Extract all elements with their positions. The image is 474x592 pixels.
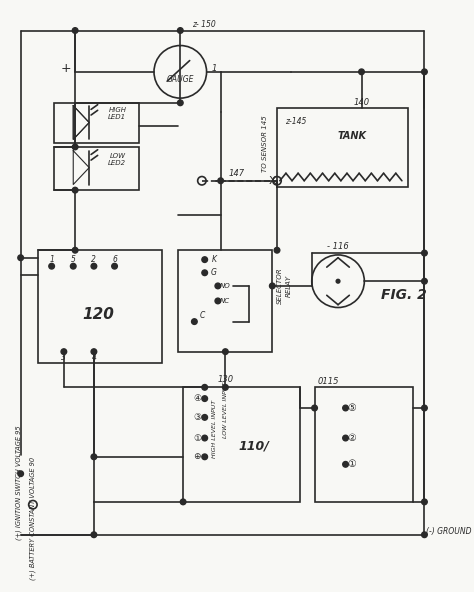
Circle shape (343, 435, 348, 441)
Circle shape (18, 255, 24, 260)
Circle shape (359, 69, 365, 75)
Text: ⑤: ⑤ (348, 403, 356, 413)
Text: 3: 3 (62, 353, 66, 362)
Circle shape (421, 499, 427, 505)
Text: 1: 1 (211, 63, 217, 73)
Circle shape (336, 279, 340, 283)
Text: +: + (60, 62, 71, 75)
Circle shape (73, 144, 78, 150)
Text: 2: 2 (91, 255, 96, 264)
Circle shape (177, 28, 183, 33)
Circle shape (18, 471, 24, 477)
Circle shape (343, 462, 348, 467)
Text: 6: 6 (112, 255, 117, 264)
Circle shape (91, 454, 97, 459)
Text: (-) GROUND: (-) GROUND (426, 527, 472, 536)
Text: FIG. 2: FIG. 2 (381, 288, 427, 303)
Bar (54, 103, 139, 143)
Circle shape (91, 349, 97, 355)
Text: ⊕: ⊕ (193, 452, 201, 461)
Text: TANK: TANK (337, 131, 366, 141)
Circle shape (180, 499, 186, 505)
Text: G: G (211, 268, 217, 277)
Text: 4: 4 (91, 353, 96, 362)
Circle shape (202, 385, 208, 390)
Text: SELECTOR: SELECTOR (277, 268, 283, 304)
Bar (277, 108, 409, 187)
Circle shape (421, 278, 427, 284)
Circle shape (191, 318, 197, 324)
Text: 1: 1 (49, 255, 54, 264)
Bar (54, 147, 139, 190)
Circle shape (177, 100, 183, 105)
Circle shape (215, 283, 221, 289)
Text: LOW
LED2: LOW LED2 (109, 153, 127, 166)
Text: ③: ③ (193, 413, 201, 422)
Circle shape (421, 250, 427, 256)
Bar (183, 387, 301, 502)
Text: HIGH
LED1: HIGH LED1 (109, 107, 127, 120)
Circle shape (202, 414, 208, 420)
Text: HIGH LEVEL INPUT: HIGH LEVEL INPUT (211, 400, 217, 458)
Text: (+) BATTERY CONSTANT VOLTAGE 90: (+) BATTERY CONSTANT VOLTAGE 90 (29, 457, 36, 580)
Text: RELAY: RELAY (286, 275, 292, 297)
Circle shape (91, 532, 97, 538)
Circle shape (270, 283, 275, 289)
Bar (37, 250, 162, 363)
Text: z-145: z-145 (285, 117, 307, 126)
Text: C: C (199, 311, 205, 320)
Text: ①: ① (348, 459, 356, 469)
Text: ④: ④ (193, 394, 201, 403)
Circle shape (202, 270, 208, 276)
Circle shape (421, 532, 427, 538)
Text: TO SENSOR 145: TO SENSOR 145 (262, 115, 268, 172)
Text: GAUGE: GAUGE (166, 75, 194, 84)
Text: - 116: - 116 (327, 242, 349, 251)
Circle shape (274, 247, 280, 253)
Text: NC: NC (220, 298, 230, 304)
Circle shape (71, 263, 76, 269)
Text: 140: 140 (354, 98, 370, 107)
Text: 130: 130 (217, 375, 233, 384)
Circle shape (73, 187, 78, 193)
Circle shape (73, 247, 78, 253)
Circle shape (343, 405, 348, 411)
Circle shape (215, 298, 221, 304)
Circle shape (202, 396, 208, 401)
Circle shape (218, 178, 223, 184)
Text: ①: ① (193, 433, 201, 443)
Bar (315, 387, 413, 502)
Text: 110/: 110/ (238, 439, 269, 452)
Circle shape (73, 28, 78, 33)
Text: 147: 147 (228, 169, 245, 178)
Circle shape (202, 257, 208, 262)
Circle shape (421, 405, 427, 411)
Text: 0115: 0115 (318, 377, 339, 386)
Circle shape (202, 435, 208, 441)
Text: NO: NO (220, 283, 231, 289)
Text: K: K (211, 255, 217, 264)
Circle shape (202, 454, 208, 459)
Circle shape (312, 405, 318, 411)
Text: 5: 5 (71, 255, 76, 264)
Text: z- 150: z- 150 (192, 20, 216, 30)
Circle shape (91, 263, 97, 269)
Circle shape (61, 349, 67, 355)
Text: LOW LEVEL INPUT: LOW LEVEL INPUT (223, 382, 228, 438)
Text: (+) IGNITION SWITCH VOLTAGE 95: (+) IGNITION SWITCH VOLTAGE 95 (16, 426, 22, 540)
Text: 120: 120 (82, 307, 115, 321)
Circle shape (222, 385, 228, 390)
Circle shape (49, 263, 55, 269)
Circle shape (222, 349, 228, 355)
Bar (178, 250, 272, 352)
Circle shape (112, 263, 118, 269)
Text: ②: ② (348, 433, 356, 443)
Text: X: X (268, 176, 276, 186)
Circle shape (421, 69, 427, 75)
